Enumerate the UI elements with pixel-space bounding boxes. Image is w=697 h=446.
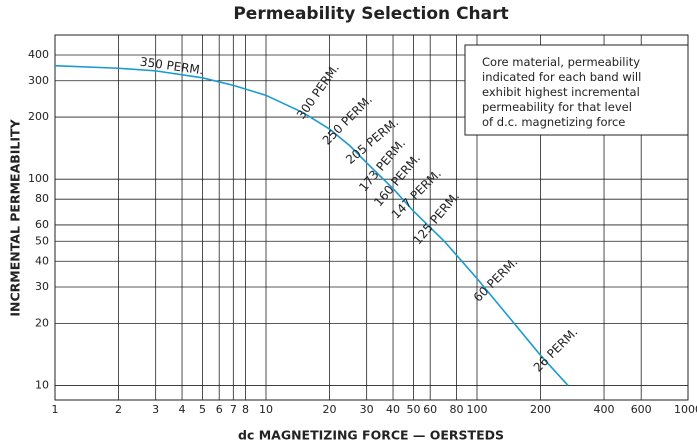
y-tick-label: 50 bbox=[35, 234, 49, 247]
x-tick-label: 1 bbox=[52, 403, 59, 416]
note-line: of d.c. magnetizing force bbox=[482, 115, 625, 129]
perm-label: 300 PERM. bbox=[294, 61, 342, 121]
chart-title: Permeability Selection Chart bbox=[233, 4, 508, 24]
y-tick-label: 60 bbox=[35, 218, 49, 231]
y-tick-label: 80 bbox=[35, 192, 49, 205]
y-axis-label: INCRMENTAL PERMEABILITY bbox=[8, 118, 23, 316]
x-tick-label: 40 bbox=[386, 403, 400, 416]
x-tick-label: 2 bbox=[115, 403, 122, 416]
y-tick-label: 40 bbox=[35, 254, 49, 267]
note-box bbox=[464, 44, 689, 136]
y-tick-label: 200 bbox=[28, 110, 49, 123]
note-line: indicated for each band will bbox=[482, 70, 641, 84]
x-tick-label: 10 bbox=[259, 403, 273, 416]
x-tick-label: 200 bbox=[530, 403, 551, 416]
note-line: exhibit highest incremental bbox=[482, 85, 640, 99]
x-tick-label: 5 bbox=[199, 403, 206, 416]
y-tick-label: 400 bbox=[28, 48, 49, 61]
perm-label: 26 PERM. bbox=[531, 325, 581, 375]
x-tick-label: 400 bbox=[594, 403, 615, 416]
y-tick-label: 10 bbox=[35, 378, 49, 391]
x-tick-label: 7 bbox=[230, 403, 237, 416]
x-tick-label: 3 bbox=[152, 403, 159, 416]
x-tick-label: 20 bbox=[323, 403, 337, 416]
x-tick-label: 80 bbox=[450, 403, 464, 416]
y-tick-label: 100 bbox=[28, 172, 49, 185]
x-tick-label: 30 bbox=[360, 403, 374, 416]
x-tick-label: 1000 bbox=[674, 403, 697, 416]
x-tick-label: 60 bbox=[423, 403, 437, 416]
note-line: permeability for that level bbox=[482, 100, 632, 114]
x-tick-label: 50 bbox=[406, 403, 420, 416]
x-tick-label: 600 bbox=[631, 403, 652, 416]
y-tick-label: 300 bbox=[28, 74, 49, 87]
x-tick-label: 8 bbox=[242, 403, 249, 416]
x-tick-label: 6 bbox=[216, 403, 223, 416]
x-tick-label: 100 bbox=[467, 403, 488, 416]
y-tick-label: 30 bbox=[35, 280, 49, 293]
y-tick-label: 20 bbox=[35, 316, 49, 329]
series-line bbox=[54, 64, 569, 386]
x-axis-label: dc MAGNETIZING FORCE — OERSTEDS bbox=[238, 428, 504, 443]
note-line: Core material, permeability bbox=[482, 55, 640, 69]
x-tick-label: 4 bbox=[179, 403, 186, 416]
